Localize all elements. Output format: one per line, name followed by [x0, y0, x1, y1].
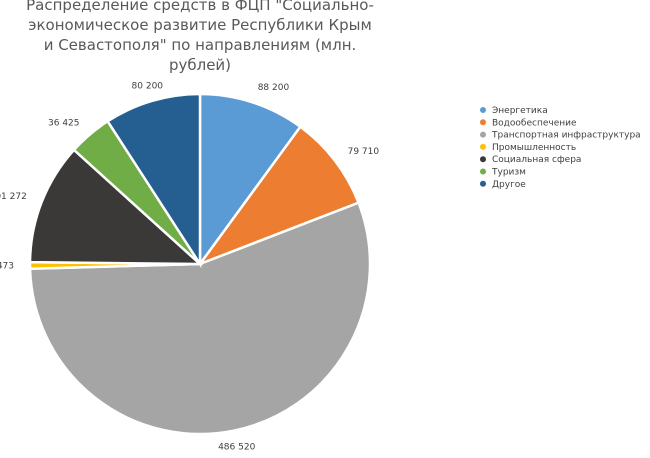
- data-labels: 88 200 79 710 486 520 5 473 101 272 36 425 80 …: [0, 82, 379, 453]
- legend-marker: [480, 168, 486, 175]
- data-label-5: 101 272: [0, 192, 27, 202]
- chart-title-line: Распределение средств в ФЦП "Социально-: [26, 0, 374, 14]
- legend-label: Другое: [492, 180, 526, 190]
- data-label-6: 36 425: [48, 118, 80, 128]
- legend-marker: [480, 107, 486, 113]
- chart-title-line: рублей): [169, 56, 231, 74]
- legend-label: Социальная сфера: [492, 155, 581, 165]
- legend-item-3: Транспортная инфраструктура: [480, 131, 641, 141]
- pie-slice-2: [196, 125, 361, 267]
- pie-slice-3: [28, 201, 372, 436]
- chart-title: Распределение средств в ФЦП "Социально-э…: [26, 0, 374, 74]
- legend-marker: [480, 131, 486, 138]
- data-label-7: 80 200: [132, 82, 164, 92]
- data-label-3: 486 520: [218, 442, 255, 452]
- legend-item-1: Энергетика: [480, 106, 548, 116]
- legend-item-5: Социальная сфера: [480, 155, 581, 165]
- pie-slice-5: [28, 148, 204, 266]
- chart-title-line: экономическое развитие Республики Крым: [28, 16, 372, 34]
- data-label-2: 79 710: [348, 147, 380, 157]
- legend-item-6: Туризм: [480, 168, 526, 178]
- legend-marker: [480, 143, 486, 150]
- pie-slices: [28, 92, 372, 436]
- chart-title-line: и Севастополя" по направлениям (млн.: [44, 36, 357, 54]
- legend-label: Промышленность: [492, 143, 576, 153]
- legend-marker: [480, 119, 486, 126]
- legend-label: Транспортная инфраструктура: [491, 131, 641, 141]
- legend-marker: [480, 156, 486, 163]
- legend-item-2: Водообеспечение: [480, 118, 577, 128]
- legend-marker: [480, 180, 486, 187]
- data-label-4: 5 473: [0, 262, 14, 272]
- legend-label: Энергетика: [492, 106, 548, 116]
- legend-item-4: Промышленность: [480, 143, 576, 153]
- legend: Энергетика Водообеспечение Транспортная ин…: [480, 106, 641, 190]
- pie-slice-1: [198, 92, 303, 268]
- pie-slice-7: [105, 92, 202, 269]
- legend-label: Водообеспечение: [492, 118, 577, 128]
- legend-item-7: Другое: [480, 180, 526, 190]
- data-label-1: 88 200: [258, 83, 290, 93]
- legend-label: Туризм: [491, 168, 526, 178]
